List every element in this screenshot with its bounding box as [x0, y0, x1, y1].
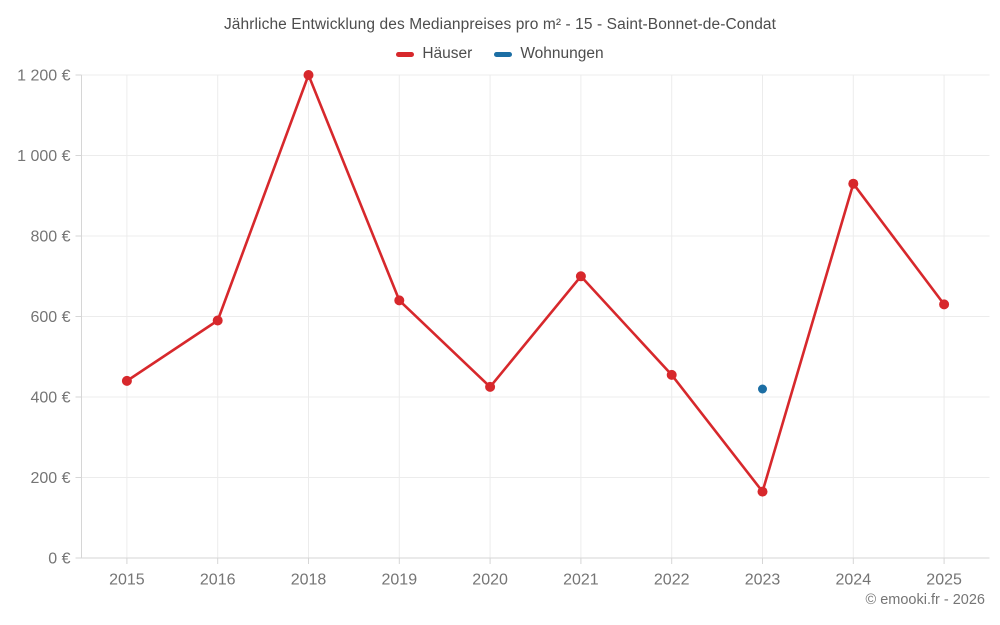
data-point-hauser: [939, 299, 950, 310]
data-point-hauser: [666, 369, 677, 380]
series-line-hauser: [125, 73, 946, 493]
y-tick-label: 1 200 €: [17, 68, 70, 85]
data-point-hauser: [303, 70, 314, 80]
y-tick-label: 1 000 €: [17, 148, 70, 165]
data-point-hauser: [485, 381, 496, 392]
x-tick-label: 2018: [291, 572, 327, 589]
x-tick-label: 2020: [472, 572, 508, 589]
legend-item-wohnungen[interactable]: Wohnungen: [494, 45, 604, 63]
x-tick-label: 2021: [563, 572, 599, 589]
x-tick-label: 2019: [382, 572, 418, 589]
legend-item-hauser[interactable]: Häuser: [396, 45, 472, 63]
x-tick-label: 2023: [745, 572, 781, 589]
legend-swatch-icon: [494, 51, 513, 57]
y-tick-label: 800 €: [30, 229, 70, 246]
chart-legend: Häuser Wohnungen: [0, 45, 1000, 63]
data-point-hauser: [212, 315, 223, 326]
x-tick-label: 2024: [836, 572, 872, 589]
data-point-hauser: [848, 178, 859, 189]
legend-swatch-icon: [396, 51, 415, 57]
legend-item-label: Häuser: [422, 45, 473, 62]
copyright-footer: © emooki.fr - 2026: [865, 592, 985, 608]
data-point-hauser: [394, 295, 405, 306]
data-point-hauser: [757, 486, 768, 497]
legend-item-label: Wohnungen: [520, 45, 604, 62]
y-tick-label: 400 €: [30, 390, 70, 407]
x-tick-label: 2025: [926, 572, 962, 589]
data-point-hauser: [575, 271, 586, 282]
y-tick-label: 600 €: [30, 309, 70, 326]
x-tick-label: 2015: [109, 572, 145, 589]
x-tick-label: 2016: [200, 572, 236, 589]
chart-title: Jährliche Entwicklung des Medianpreises …: [223, 16, 777, 33]
y-tick-label: 0 €: [48, 551, 70, 568]
data-point-wohnungen: [758, 384, 767, 394]
x-tick-label: 2022: [654, 572, 690, 589]
y-tick-label: 200 €: [30, 470, 70, 487]
data-point-hauser: [121, 375, 132, 386]
